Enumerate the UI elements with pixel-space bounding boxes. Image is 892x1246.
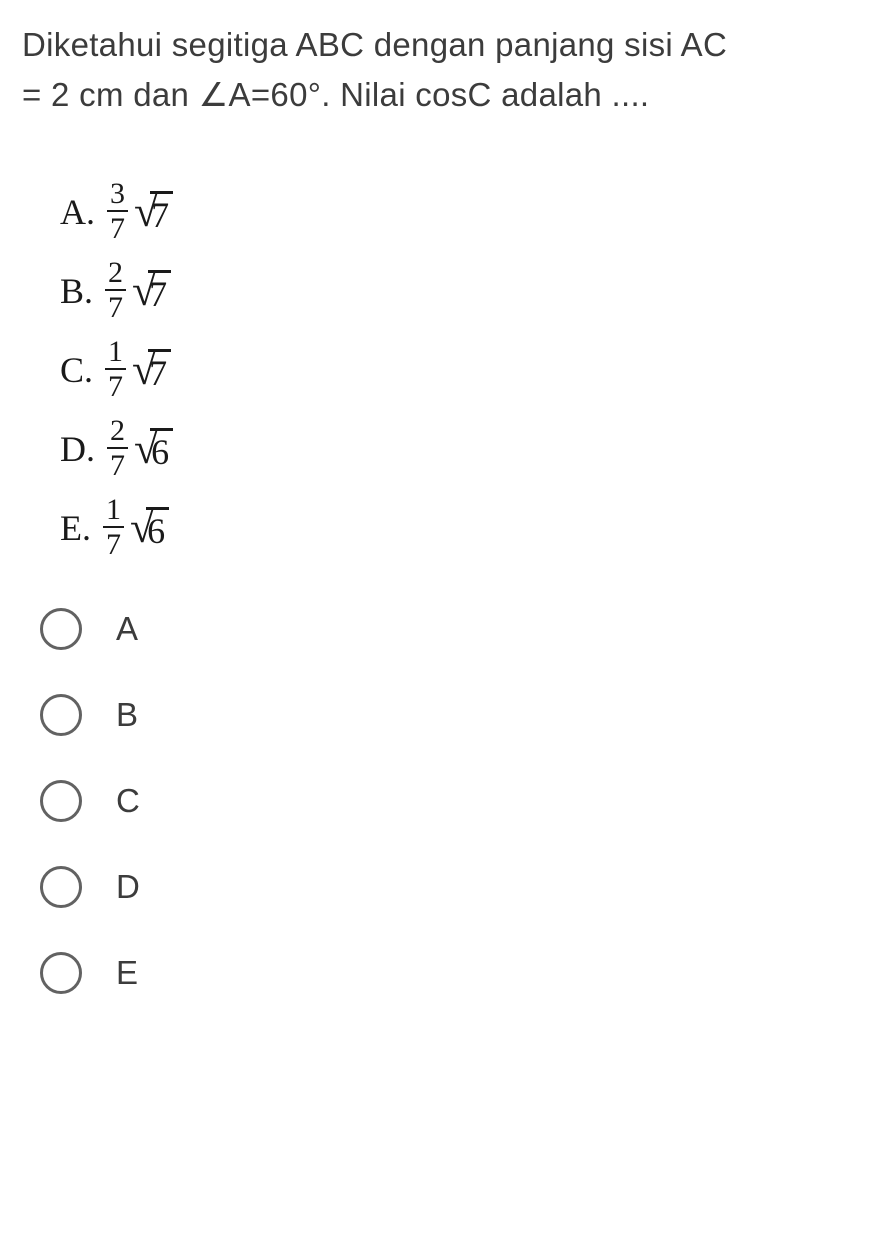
radio-option-a[interactable]: A <box>40 608 870 650</box>
fraction: 1 7 <box>103 495 124 560</box>
sqrt: √7 <box>132 265 171 316</box>
question-text: Diketahui segitiga ABC dengan panjang si… <box>22 20 870 119</box>
fraction-numerator: 2 <box>105 258 126 289</box>
answer-option-b: B. 2 7 √7 <box>60 258 870 323</box>
fraction-denominator: 7 <box>105 368 126 402</box>
sqrt-radicand: 7 <box>148 349 171 394</box>
sqrt: √6 <box>130 502 169 553</box>
fraction: 3 7 <box>107 179 128 244</box>
sqrt: √7 <box>132 344 171 395</box>
fraction-denominator: 7 <box>105 289 126 323</box>
answer-option-d: D. 2 7 √6 <box>60 416 870 481</box>
option-letter: C. <box>60 349 93 391</box>
sqrt: √6 <box>134 423 173 474</box>
fraction-denominator: 7 <box>103 526 124 560</box>
radio-option-d[interactable]: D <box>40 866 870 908</box>
radio-option-b[interactable]: B <box>40 694 870 736</box>
answer-option-a: A. 3 7 √7 <box>60 179 870 244</box>
option-letter: D. <box>60 428 95 470</box>
sqrt-radicand: 6 <box>146 507 169 552</box>
answer-option-e: E. 1 7 √6 <box>60 495 870 560</box>
fraction: 2 7 <box>105 258 126 323</box>
radio-label: E <box>116 954 138 992</box>
option-letter: E. <box>60 507 91 549</box>
radio-circle-icon <box>40 866 82 908</box>
question-line-2: = 2 cm dan ∠A=60°. Nilai cosC adalah ...… <box>22 76 649 113</box>
radio-label: C <box>116 782 140 820</box>
sqrt-radicand: 7 <box>148 270 171 315</box>
fraction-denominator: 7 <box>107 447 128 481</box>
option-letter: B. <box>60 270 93 312</box>
fraction: 1 7 <box>105 337 126 402</box>
radio-group: A B C D E <box>40 608 870 994</box>
radio-circle-icon <box>40 780 82 822</box>
fraction: 2 7 <box>107 416 128 481</box>
answer-option-c: C. 1 7 √7 <box>60 337 870 402</box>
radio-label: D <box>116 868 140 906</box>
fraction-numerator: 3 <box>107 179 128 210</box>
answer-options: A. 3 7 √7 B. 2 7 √7 C. 1 7 √7 D. 2 7 <box>60 179 870 560</box>
radio-circle-icon <box>40 952 82 994</box>
fraction-numerator: 2 <box>107 416 128 447</box>
sqrt-radicand: 6 <box>150 428 173 473</box>
fraction-numerator: 1 <box>103 495 124 526</box>
fraction-denominator: 7 <box>107 210 128 244</box>
radio-label: A <box>116 610 138 648</box>
radio-label: B <box>116 696 138 734</box>
radio-circle-icon <box>40 608 82 650</box>
sqrt: √7 <box>134 186 173 237</box>
question-line-1: Diketahui segitiga ABC dengan panjang si… <box>22 26 727 63</box>
fraction-numerator: 1 <box>105 337 126 368</box>
radio-option-c[interactable]: C <box>40 780 870 822</box>
radio-option-e[interactable]: E <box>40 952 870 994</box>
option-letter: A. <box>60 191 95 233</box>
sqrt-radicand: 7 <box>150 191 173 236</box>
radio-circle-icon <box>40 694 82 736</box>
